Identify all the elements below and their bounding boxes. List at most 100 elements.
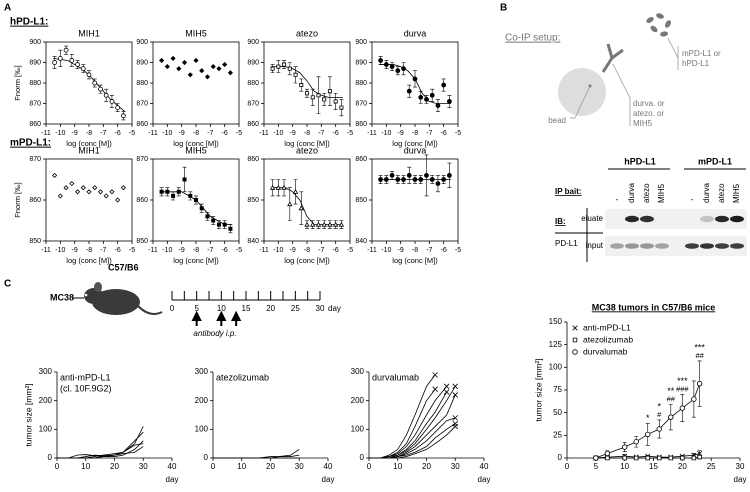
marker	[656, 426, 662, 432]
x-tick-label: 0	[211, 462, 216, 471]
mouse	[84, 282, 163, 315]
plot-frame	[152, 41, 240, 125]
y-tick-label: 870	[29, 156, 41, 163]
marker	[679, 405, 686, 411]
marker	[389, 173, 395, 178]
y-tick-label: 890	[29, 59, 41, 66]
lane-label: -	[691, 195, 694, 204]
x-tick-label: -8	[412, 130, 418, 137]
x-tick-label: -11	[367, 247, 377, 254]
y-tick-label: 850	[247, 197, 259, 204]
band	[625, 215, 639, 223]
blot-group: hPD-L1	[624, 156, 656, 166]
y-tick-label: 200	[39, 396, 53, 405]
x-tick-label: -5	[455, 130, 461, 137]
marker	[429, 92, 435, 98]
marker	[176, 66, 182, 72]
x-axis-label: log (conc [M])	[66, 256, 112, 265]
lane-label: -	[616, 195, 619, 204]
x-tick-label: -8	[86, 247, 92, 254]
significance-label: *	[658, 401, 662, 411]
marker	[181, 59, 188, 66]
blot-bands	[610, 215, 744, 249]
y-tick-label: 880	[247, 80, 259, 87]
fit-curve	[379, 64, 451, 104]
marker	[418, 94, 424, 100]
blot-row-label: eluate	[581, 214, 603, 223]
y-tick-label: 0	[48, 453, 53, 462]
series-line	[369, 391, 447, 459]
marker	[52, 172, 58, 178]
significance-label: ***	[694, 342, 705, 352]
bait-label: IP bait:	[555, 187, 582, 196]
y-tick-label: 860	[29, 197, 41, 204]
x-tick-label: -7	[100, 247, 106, 254]
blot-row-label: input	[586, 241, 604, 250]
marker	[633, 438, 639, 445]
marker	[103, 92, 109, 98]
timeline-unit: day	[328, 304, 341, 313]
x-tick-label: -7	[426, 130, 432, 137]
pd-l1-molecules	[646, 13, 671, 37]
marker	[338, 221, 345, 227]
y-tick-label: 890	[247, 59, 259, 66]
marker	[321, 221, 327, 227]
x-tick-label: -10	[273, 247, 283, 254]
y-tick-label: 850	[29, 238, 41, 245]
cell-line: MC38	[50, 292, 74, 302]
bead	[558, 68, 606, 116]
band	[610, 243, 624, 249]
chart-title: durvalumab	[372, 372, 419, 382]
series-line	[595, 453, 700, 459]
x-tick-label: -5	[455, 247, 461, 254]
marker	[159, 189, 164, 194]
chart-title: MIH1	[78, 145, 100, 155]
timeline-tick-label: 5	[194, 304, 199, 313]
marker	[668, 455, 674, 461]
ib-target: PD-L1	[555, 239, 578, 248]
timeline-tick-label: 25	[291, 304, 300, 313]
x-tick-label: -9	[290, 130, 296, 137]
x-tick-label: 25	[707, 462, 716, 471]
marker	[281, 184, 287, 190]
y-tick-label: 0	[204, 453, 209, 462]
panel-letter: B	[500, 3, 507, 14]
marker	[282, 62, 287, 67]
marker	[383, 62, 389, 67]
x-axis-label: log (conc [M])	[66, 139, 112, 148]
section-header: mPD-L1:	[10, 138, 51, 149]
x-axis-label: log (conc [M])	[284, 139, 330, 148]
x-tick-label: -7	[100, 130, 106, 137]
marker	[63, 185, 69, 191]
x-tick-label: 40	[324, 462, 333, 471]
marker	[310, 95, 315, 100]
target-pointer	[667, 37, 679, 59]
marker	[327, 89, 332, 94]
x-tick-label: -7	[207, 247, 213, 254]
x-axis-label: log (conc [M])	[173, 139, 219, 148]
marker	[57, 193, 63, 199]
x-tick-label: 0	[55, 462, 60, 471]
x-tick-label: -10	[381, 130, 391, 137]
marker	[204, 74, 211, 80]
marker	[69, 58, 75, 63]
y-tick-label: 300	[351, 367, 365, 376]
y-axis-label: Fnorm [‰]	[13, 65, 22, 100]
marker	[668, 414, 674, 420]
marker	[446, 173, 452, 178]
plot-frame	[263, 41, 351, 125]
injection-arrow	[216, 310, 227, 326]
marker	[452, 420, 459, 427]
marker	[269, 184, 276, 190]
x-tick-label: -6	[115, 247, 121, 254]
marker	[378, 177, 384, 182]
y-tick-label: 100	[195, 424, 209, 433]
marker	[171, 193, 176, 198]
x-tick-label: -9	[72, 130, 78, 137]
bead-pointer	[574, 85, 591, 119]
marker	[605, 455, 610, 461]
marker	[92, 185, 98, 191]
blot-strip	[605, 236, 747, 256]
antibody-label: durva. or	[633, 99, 665, 108]
